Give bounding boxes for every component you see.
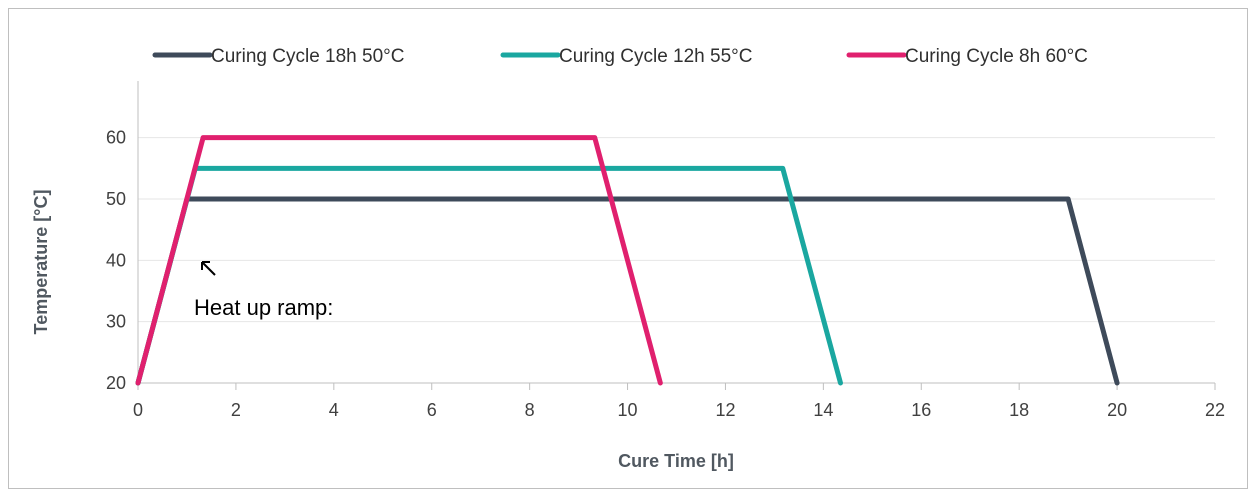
annotation-text: Heat up ramp: xyxy=(194,295,333,320)
x-tick-label: 16 xyxy=(911,400,931,420)
x-axis-title: Cure Time [h] xyxy=(618,451,734,471)
x-tick-label: 6 xyxy=(427,400,437,420)
x-tick-label: 4 xyxy=(329,400,339,420)
x-tick-label: 12 xyxy=(715,400,735,420)
x-tick-label: 0 xyxy=(133,400,143,420)
y-axis-title: Temperature [°C] xyxy=(31,190,51,335)
series-line-3 xyxy=(135,135,663,386)
series-line-1 xyxy=(135,196,1120,386)
x-tick-label: 10 xyxy=(618,400,638,420)
axes: 20 30 40 50 60 0 2 4 6 8 10 12 14 16 18 20 22 xyxy=(106,81,1225,420)
series-lines xyxy=(135,135,1120,386)
y-tick-label: 20 xyxy=(106,373,126,393)
legend-entry-label: Curing Cycle 8h 60°C xyxy=(905,46,1088,67)
x-tick-label: 2 xyxy=(231,400,241,420)
legend: Curing Cycle 18h 50°C Curing Cycle 12h 55… xyxy=(152,46,1088,67)
x-tick-label: 22 xyxy=(1205,400,1225,420)
annotation: Heat up ramp: xyxy=(194,261,333,320)
legend-entry-label: Curing Cycle 18h 50°C xyxy=(211,46,404,67)
chart-frame xyxy=(8,8,1248,489)
y-tick-label: 60 xyxy=(106,128,126,148)
y-tick-label: 40 xyxy=(106,250,126,270)
x-tick-label: 20 xyxy=(1107,400,1127,420)
x-tick-label: 18 xyxy=(1009,400,1029,420)
x-tick-label: 14 xyxy=(813,400,833,420)
annotation-arrow-icon xyxy=(201,261,216,276)
y-tick-label: 50 xyxy=(106,189,126,209)
legend-entry-label: Curing Cycle 12h 55°C xyxy=(559,46,752,67)
y-tick-label: 30 xyxy=(106,312,126,332)
x-tick-label: 8 xyxy=(525,400,535,420)
